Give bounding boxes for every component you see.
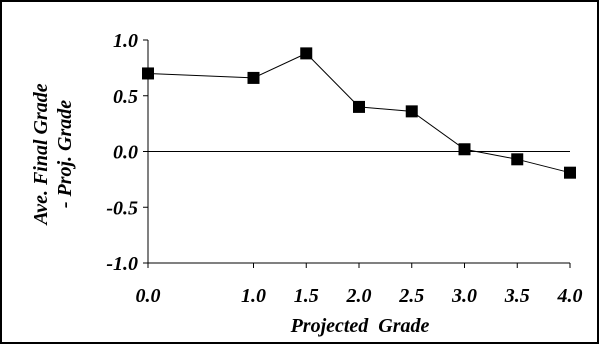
y-axis-label-line-2: - Proj. Grade: [54, 100, 76, 208]
y-tick-label: -0.5: [106, 197, 138, 219]
y-tick-label: 0.0: [113, 142, 138, 164]
series-markers: [142, 47, 576, 179]
x-tick-label: 3.5: [504, 285, 530, 307]
data-point-marker: [247, 71, 260, 84]
data-point-marker: [142, 67, 154, 80]
x-tick-label: 4.0: [557, 285, 583, 307]
data-point-marker: [458, 143, 471, 156]
data-point-marker: [405, 105, 418, 118]
x-tick-label: 2.5: [398, 285, 424, 307]
data-point-marker: [353, 100, 365, 113]
x-tick-label: 1.0: [241, 285, 266, 307]
x-tick-label: 1.5: [294, 285, 319, 307]
data-point-marker: [564, 166, 576, 179]
data-point-marker: [300, 47, 313, 60]
y-ticks: 1.0 0.5 0.0 -0.5 -1.0: [106, 30, 148, 275]
y-axis-label-group: Ave. Final Grade - Proj. Grade: [30, 83, 76, 226]
x-axis-label: Projected Grade: [290, 315, 430, 337]
y-tick-label: -1.0: [106, 253, 138, 275]
y-tick-label: 0.5: [113, 86, 138, 108]
series-line: [147, 52, 571, 174]
x-tick-label: 0.0: [136, 285, 161, 307]
x-tick-label: 3.0: [451, 285, 477, 307]
x-tick-label: 2.0: [346, 285, 372, 307]
x-ticks: 0.0 1.0 1.5 2.0 2.5 3.0 3.5 4.0: [136, 263, 583, 307]
y-tick-label: 1.0: [113, 30, 138, 52]
y-axis-label-line-1: Ave. Final Grade: [30, 83, 52, 226]
data-point-marker: [511, 153, 524, 166]
